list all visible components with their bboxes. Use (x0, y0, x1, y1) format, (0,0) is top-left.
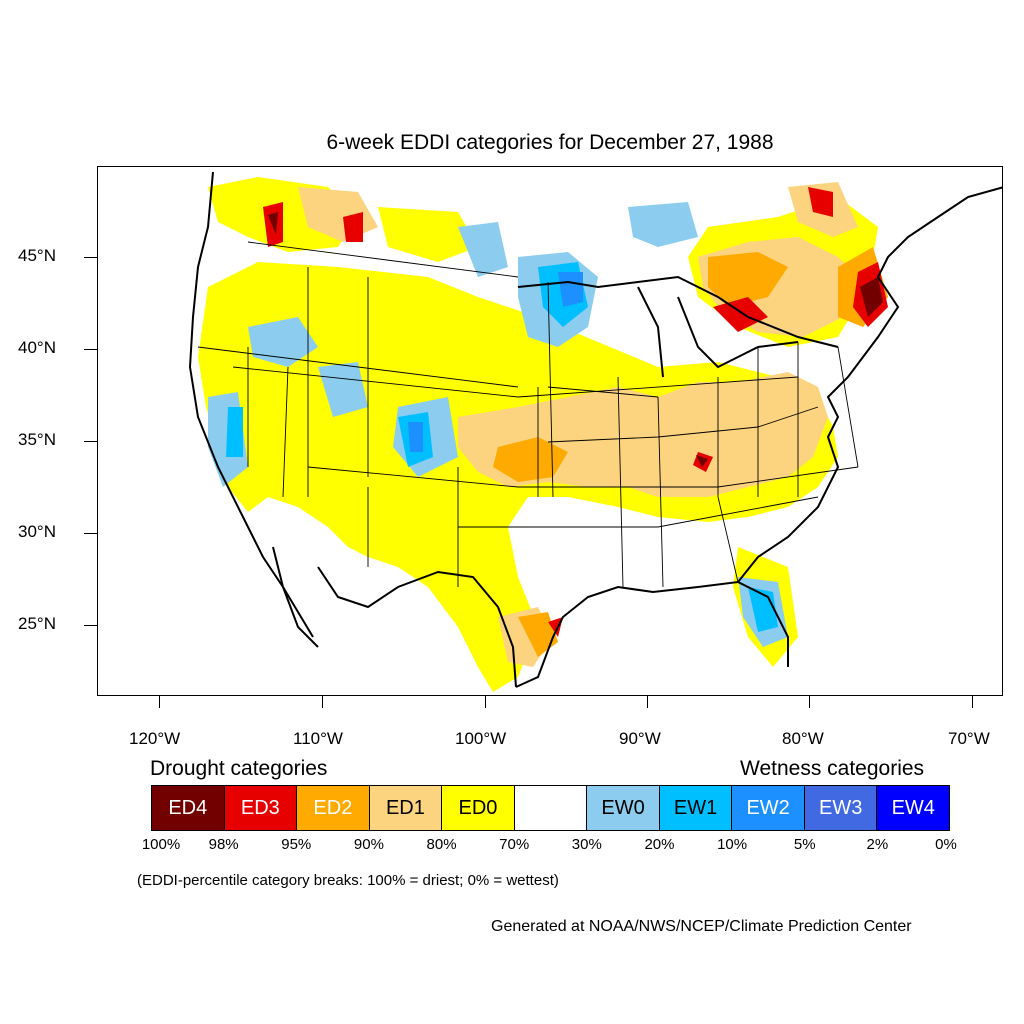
eddi-map (188, 171, 1002, 692)
coastlines (188, 171, 1002, 688)
legend-box-neutral (514, 786, 588, 830)
map-title: 6-week EDDI categories for December 27, … (326, 131, 774, 154)
lon-tick (972, 696, 973, 708)
lat-tick (84, 441, 97, 442)
legend-box-ew2: EW2 (732, 786, 805, 830)
legend-break-label: 95% (281, 836, 312, 853)
lon-tick (322, 696, 323, 708)
lat-label-40: 40°N (18, 338, 56, 357)
legend-box-ed4: ED4 (152, 786, 225, 830)
lat-label-35: 35°N (18, 430, 56, 449)
legend-box-ew0: EW0 (587, 786, 660, 830)
ed4-regions (268, 212, 883, 467)
legend-break-label: 5% (793, 836, 816, 853)
ew2-regions (408, 272, 583, 452)
map-panel (97, 166, 1003, 696)
drought-heading: Drought categories (150, 757, 328, 780)
legend-box-ed2: ED2 (297, 786, 370, 830)
credit-line: Generated at NOAA/NWS/NCEP/Climate Predi… (491, 918, 912, 935)
lon-label-90: 90°W (619, 729, 661, 748)
lon-tick (485, 696, 486, 708)
lon-label-120: 120°W (129, 729, 181, 748)
lat-label-30: 30°N (18, 522, 56, 541)
legend-colorbar: ED4 ED3 ED2 ED1 ED0 EW0 EW1 EW2 EW3 EW4 (151, 785, 950, 831)
legend-break-label: 30% (571, 836, 602, 853)
legend-box-ew4: EW4 (877, 786, 950, 830)
lon-label-70: 70°W (948, 729, 990, 748)
legend-break-label: 70% (499, 836, 530, 853)
lon-label-110: 110°W (293, 729, 343, 748)
legend-box-ew1: EW1 (659, 786, 733, 830)
lon-label-100: 100°W (455, 729, 507, 748)
legend-break-label: 20% (644, 836, 675, 853)
state-boundaries (197, 241, 859, 588)
lon-tick (647, 696, 648, 708)
wetness-heading: Wetness categories (740, 757, 925, 780)
legend-box-ed3: ED3 (224, 786, 298, 830)
lat-label-45: 45°N (18, 246, 56, 265)
legend-break-label: 10% (717, 836, 748, 853)
lat-tick (84, 349, 97, 350)
legend-box-ew3: EW3 (804, 786, 878, 830)
legend-note: (EDDI-percentile category breaks: 100% =… (137, 872, 559, 889)
lon-label-80: 80°W (782, 729, 824, 748)
legend-break-label: 100% (141, 836, 181, 853)
lat-tick (84, 625, 97, 626)
legend-box-ed0: ED0 (442, 786, 515, 830)
legend-break-label: 2% (866, 836, 889, 853)
legend-break-label: 98% (208, 836, 239, 853)
lat-label-25: 25°N (18, 614, 56, 633)
lat-tick (84, 533, 97, 534)
legend-break-label: 80% (426, 836, 457, 853)
lon-tick (809, 696, 810, 708)
legend-break-label: 0% (935, 836, 957, 853)
legend-break-label: 90% (353, 836, 384, 853)
legend-box-ed1: ED1 (369, 786, 443, 830)
lon-tick (159, 696, 160, 708)
lat-tick (84, 257, 97, 258)
